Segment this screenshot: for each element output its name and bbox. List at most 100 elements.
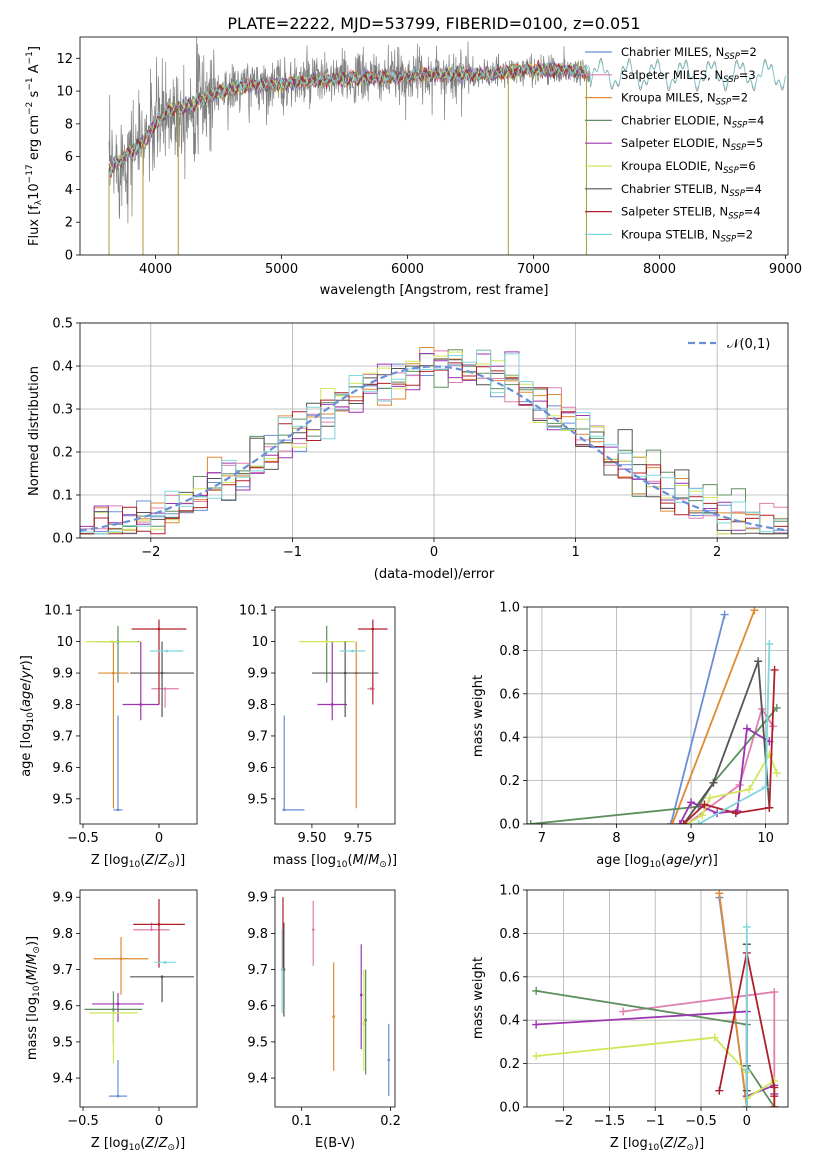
y-tick-label: 9.7 bbox=[247, 729, 268, 744]
mass-vs-Z-xlabel: Z [log10(Z/Z⊙)] bbox=[91, 1136, 185, 1153]
marker-kroupa_stelib bbox=[694, 820, 703, 824]
point-chabrier_stelib bbox=[160, 671, 164, 675]
point-kroupa_miles bbox=[119, 957, 123, 961]
x-tick-label: 9000 bbox=[769, 262, 802, 277]
marker-salpeter_miles bbox=[770, 987, 779, 996]
point-salpeter_miles bbox=[150, 928, 153, 932]
marker-chabrier_elodie bbox=[772, 703, 781, 712]
series-chabrier_elodie bbox=[536, 990, 776, 1107]
x-tick-label: 5000 bbox=[265, 262, 298, 277]
age-vs-mass-axes-points bbox=[282, 619, 388, 812]
y-tick-label: 6 bbox=[65, 150, 73, 165]
mass-vs-ebv-axes: 0.1 0.2 9.4 9.5 9.6 9.7 9.8 9.9 bbox=[247, 891, 401, 1129]
gaussian-curve bbox=[80, 365, 788, 532]
y-tick-label: 0.2 bbox=[499, 774, 520, 789]
y-tick-label: 0 bbox=[65, 249, 73, 264]
spectrum-legend: Chabrier MILES, NSSP=2 Salpeter MILES, NS… bbox=[585, 45, 764, 244]
point-kroupa_stelib bbox=[280, 968, 284, 971]
x-tick-label: −0.5 bbox=[67, 831, 99, 846]
y-tick-label: 1.0 bbox=[499, 884, 520, 899]
mass-vs-Z-axes-points bbox=[84, 899, 194, 1098]
axes-frame bbox=[526, 606, 789, 825]
y-tick-label: 0.5 bbox=[52, 317, 73, 332]
marker-salpeter_stelib bbox=[770, 1083, 779, 1092]
y-tick-label: 9.8 bbox=[247, 698, 268, 713]
marker-kroupa_stelib bbox=[742, 1103, 751, 1107]
marker-kroupa_stelib bbox=[765, 639, 774, 648]
y-tick-label: 0.8 bbox=[499, 927, 520, 942]
legend-label-salpeter_elodie: Salpeter ELODIE, NSSP=5 bbox=[621, 136, 763, 153]
y-tick-label: 9.7 bbox=[52, 729, 73, 744]
marker-kroupa_stelib bbox=[742, 922, 751, 931]
axes-frame bbox=[274, 606, 396, 825]
y-tick-label: 2 bbox=[65, 216, 73, 231]
y-tick-label: 9.6 bbox=[52, 761, 73, 776]
x-tick-label: 10 bbox=[757, 831, 774, 846]
x-tick-label: 8000 bbox=[643, 262, 676, 277]
weight-vs-Z-axes-lines bbox=[532, 890, 779, 1107]
age-vs-mass-xlabel: mass [log10(M/M⊙)] bbox=[273, 853, 397, 870]
legend-label-kroupa_stelib: Kroupa STELIB, NSSP=2 bbox=[621, 227, 753, 244]
y-tick-label: 0.1 bbox=[52, 489, 73, 504]
y-tick-label: 12 bbox=[56, 52, 73, 67]
weight-vs-age-axes-lines bbox=[527, 607, 781, 824]
point-kroupa_stelib bbox=[163, 960, 167, 964]
y-tick-label: 9.5 bbox=[247, 792, 268, 807]
x-tick-label: 0 bbox=[155, 1114, 163, 1129]
y-tick-label: 9.9 bbox=[52, 891, 73, 906]
x-tick-label: −2 bbox=[554, 1114, 573, 1129]
y-tick-label: 9.6 bbox=[247, 999, 268, 1014]
point-salpeter_elodie bbox=[359, 993, 363, 997]
point-salpeter_stelib bbox=[157, 922, 161, 926]
marker-salpeter_elodie bbox=[532, 1020, 541, 1029]
y-tick-label: 10 bbox=[56, 635, 73, 650]
age-vs-Z-xlabel: Z [log10(Z/Z⊙)] bbox=[91, 853, 185, 870]
axes-frame bbox=[79, 36, 789, 256]
residuals-xlabel: (data-model)/error bbox=[374, 567, 495, 582]
x-tick-label: 7000 bbox=[517, 262, 550, 277]
y-tick-label: 9.9 bbox=[247, 667, 268, 682]
residual-histograms bbox=[80, 347, 788, 535]
point-kroupa_miles bbox=[332, 1015, 336, 1018]
spectrum-axes: 4000 5000 6000 7000 8000 9000 0 2 4 6 8 10 12 bbox=[56, 52, 802, 277]
weight-vs-age-ylabel: mass weight bbox=[471, 675, 486, 757]
series-kroupa_miles bbox=[671, 609, 756, 824]
y-tick-label: 0.4 bbox=[499, 1014, 520, 1029]
axes-frame bbox=[526, 889, 789, 1108]
series-salpeter_elodie bbox=[679, 727, 770, 824]
weight-vs-age-xlabel: age [log10(age/yr)] bbox=[596, 853, 718, 870]
x-tick-label: 0 bbox=[430, 545, 438, 560]
age-vs-mass-axes: 9.50 9.75 9.5 9.6 9.7 9.8 9.9 10 10.1 bbox=[239, 604, 373, 846]
marker-salpeter_elodie bbox=[675, 820, 684, 824]
legend-label-chabrier_miles: Chabrier MILES, NSSP=2 bbox=[621, 45, 757, 62]
point-chabrier_miles bbox=[282, 808, 286, 812]
marker-kroupa_elodie bbox=[532, 1052, 541, 1061]
point-chabrier_elodie bbox=[364, 1018, 368, 1022]
y-tick-label: 8 bbox=[65, 117, 73, 132]
axes-frame bbox=[79, 889, 198, 1108]
point-salpeter_elodie bbox=[116, 1002, 120, 1006]
legend-label-kroupa_miles: Kroupa MILES, NSSP=2 bbox=[621, 91, 748, 108]
x-tick-label: 7 bbox=[538, 831, 546, 846]
x-tick-label: −2 bbox=[141, 545, 160, 560]
x-tick-label: −1.5 bbox=[594, 1114, 626, 1129]
y-tick-label: 0.2 bbox=[52, 446, 73, 461]
marker-kroupa_miles bbox=[715, 890, 724, 898]
y-tick-label: 9.8 bbox=[52, 927, 73, 942]
x-tick-label: 9.75 bbox=[344, 831, 373, 846]
y-tick-label: 9.5 bbox=[247, 1035, 268, 1050]
x-tick-label: −1 bbox=[646, 1114, 665, 1129]
marker-salpeter_stelib bbox=[765, 803, 774, 812]
x-tick-label: 0.2 bbox=[380, 1114, 401, 1129]
x-tick-label: 1 bbox=[571, 545, 579, 560]
y-tick-label: 0.0 bbox=[499, 818, 520, 833]
marker-salpeter_stelib bbox=[679, 820, 688, 824]
marker-kroupa_miles bbox=[750, 607, 759, 615]
y-tick-label: 0.3 bbox=[52, 403, 73, 418]
marker-kroupa_elodie bbox=[745, 785, 754, 794]
x-tick-label: 8 bbox=[612, 831, 620, 846]
x-tick-label: 9 bbox=[687, 831, 695, 846]
mass-vs-Z-axes: −0.5 0 9.4 9.5 9.6 9.7 9.8 9.9 bbox=[52, 891, 163, 1129]
y-tick-label: 9.4 bbox=[52, 1072, 73, 1087]
x-tick-label: 2 bbox=[713, 545, 721, 560]
